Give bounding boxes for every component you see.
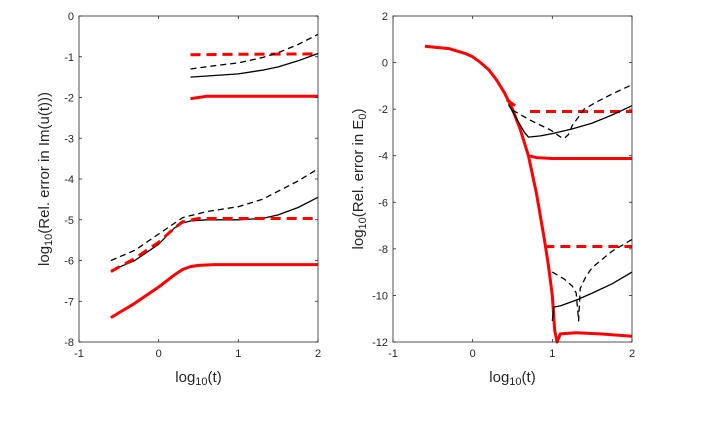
label-subscript: 10 (509, 376, 521, 388)
series-line-2 (528, 154, 632, 160)
series-line-8 (551, 238, 632, 322)
series-line-3 (506, 98, 518, 109)
label-text: (t) (208, 369, 222, 386)
series-line-3 (190, 52, 318, 78)
label-subscript: 10 (43, 234, 55, 246)
label-text: log (489, 369, 509, 386)
x-tick-label: 0 (470, 348, 476, 360)
series-line-6 (512, 84, 632, 139)
series-line-9 (551, 271, 632, 322)
y-tick-label: -2 (378, 104, 388, 116)
x-tick-label: 0 (156, 348, 162, 360)
series-line-8 (110, 263, 318, 319)
y-tick-label: -10 (372, 290, 388, 302)
y-tick-label: -4 (64, 174, 74, 186)
label-text: log (36, 246, 53, 266)
label-text: (t) (522, 369, 536, 386)
y-axis-label: log10(Rel. error in E0) (350, 109, 369, 250)
y-tick-label: -8 (64, 337, 74, 349)
series-line-4 (190, 94, 318, 101)
chart-panel-1: -1 0 1 2-8-7-6-5-4-3-2-10log10(t)log10(Rel.… (36, 11, 321, 388)
x-tick-label: 2 (629, 348, 635, 360)
series-line-1 (424, 44, 632, 344)
label-subscript: 10 (357, 217, 369, 229)
series-line-2 (190, 33, 318, 70)
label-subscript: 0 (357, 114, 369, 120)
y-tick-label: 0 (382, 58, 388, 70)
series-line-5 (110, 168, 318, 262)
label-text: ) (350, 109, 367, 114)
y-tick-label: -4 (378, 151, 388, 163)
series-line-6 (110, 196, 318, 272)
series-line-7 (110, 217, 318, 273)
y-tick-label: -3 (64, 133, 74, 145)
axes-box (392, 15, 633, 343)
label-text: (Rel. error in E (350, 120, 367, 218)
y-tick-label: 2 (382, 11, 388, 23)
x-tick-label: 1 (235, 348, 241, 360)
axes-box (78, 15, 319, 343)
y-tick-label: -6 (378, 197, 388, 209)
x-tick-label: 2 (315, 348, 321, 360)
x-tick-label: 1 (549, 348, 555, 360)
y-tick-label: -7 (64, 296, 74, 308)
y-tick-label: -12 (372, 337, 388, 349)
x-tick-label: -1 (74, 348, 84, 360)
y-tick-label: 0 (68, 11, 74, 23)
chart-panel-2: -1 0 1 2-12-10-8-6-4-202log10(t)log10(Rel. … (350, 11, 635, 388)
x-axis-label: log10(t) (489, 369, 535, 388)
label-subscript: 10 (195, 376, 207, 388)
series-line-1 (190, 52, 318, 57)
label-text: log (175, 369, 195, 386)
y-tick-label: -6 (64, 256, 74, 268)
y-tick-label: -2 (64, 93, 74, 105)
y-axis-label: log10(Rel. error in Im(u(t))) (36, 92, 55, 266)
y-tick-label: -1 (64, 52, 74, 64)
x-axis-label: log10(t) (175, 369, 221, 388)
series-line-5 (507, 104, 632, 138)
x-tick-label: -1 (388, 348, 398, 360)
label-text: (Rel. error in Im(u(t))) (36, 92, 53, 234)
y-tick-label: -8 (378, 244, 388, 256)
label-text: log (350, 229, 367, 249)
y-tick-label: -5 (64, 215, 74, 227)
